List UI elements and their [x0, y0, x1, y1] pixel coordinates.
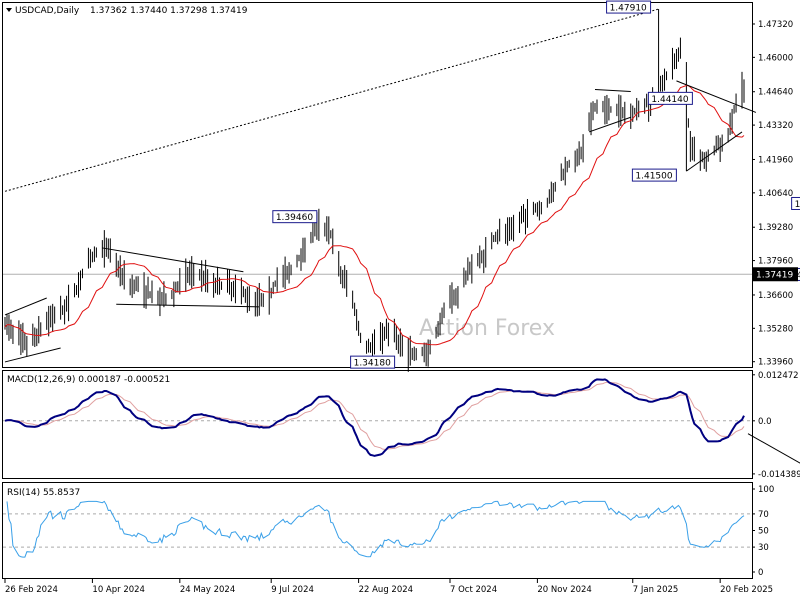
price-label: 1.40140 [795, 200, 800, 210]
price-axis-tick-label: 1.44640 [758, 88, 793, 98]
rsi-axis-tick-label: 30 [758, 543, 769, 553]
price-axis-tick-label: 1.39280 [758, 223, 793, 233]
price-bars [4, 9, 745, 372]
macd-axis-tick-label: 0.0 [758, 417, 772, 427]
trendline [676, 80, 757, 113]
price-label-box [631, 168, 677, 182]
price-axis-tick-label: 1.47320 [758, 20, 793, 30]
price-label: 1.39460 [276, 213, 313, 223]
macd-lines [4, 378, 800, 464]
current-price-value: 1.37419 [756, 270, 793, 280]
macd-main-line [4, 378, 745, 457]
price-axis-tick-label: 1.46000 [758, 53, 793, 63]
price-label: 1.47910 [610, 4, 647, 14]
macd-signal-line [4, 381, 745, 450]
x-axis: 26 Feb 2024 10 Apr 2024 24 May 2024 9 Jul 2… [4, 579, 773, 595]
watermark: Action Forex [419, 316, 555, 341]
rsi-axis-tick-label: 50 [758, 527, 769, 537]
price-label: 1.34180 [354, 359, 391, 369]
current-price-tag: 1.37419 [753, 267, 798, 282]
moving-average-line [4, 84, 745, 346]
price-axis-tick-label: 1.37960 [758, 257, 793, 267]
rsi-axis: 100 70 50 30 0 [752, 485, 774, 578]
x-tick-label: 7 Jan 2025 [633, 585, 679, 595]
price-axis-tick-label: 1.43320 [758, 121, 793, 131]
symbol-label: USDCAD,Daily [15, 6, 80, 16]
rsi-series-line [6, 500, 745, 558]
rsi-line [6, 500, 745, 558]
price-label-box [606, 0, 652, 14]
trendline [4, 297, 47, 316]
price-label-box [791, 196, 800, 210]
macd-panel [2, 370, 753, 479]
x-tick-label: 10 Apr 2024 [92, 585, 145, 595]
chart-header: USDCAD,Daily 1.37362 1.37440 1.37298 1.3… [6, 6, 248, 16]
triangle-down-icon [6, 8, 12, 12]
x-tick-label: 26 Feb 2024 [5, 585, 58, 595]
rsi-axis-tick-label: 0 [758, 568, 763, 578]
price-axis-tick-label: 1.36600 [758, 291, 793, 301]
rsi-axis-tick-label: 70 [758, 510, 769, 520]
x-tick-label: 7 Oct 2024 [450, 585, 497, 595]
dotted-trendline [4, 8, 659, 192]
price-panel [2, 2, 753, 368]
price-axis: 1.47320 1.46000 1.44640 1.43320 1.41960 1.406… [752, 20, 793, 368]
x-tick-label: 20 Nov 2024 [537, 585, 591, 595]
ohlc-values: 1.37362 1.37440 1.37298 1.37419 [90, 6, 248, 16]
rsi-title: RSI(14) 55.8537 [7, 488, 80, 498]
trendline [102, 247, 244, 273]
trendline [686, 131, 743, 172]
x-tick-label: 22 Aug 2024 [359, 585, 413, 595]
x-tick-label: 20 Feb 2025 [720, 585, 773, 595]
rsi-axis-tick-label: 100 [758, 485, 774, 495]
macd-trendline [747, 433, 800, 464]
macd-title: MACD(12,26,9) 0.000187 -0.000521 [7, 375, 170, 385]
price-axis-tick-label: 1.41960 [758, 155, 793, 165]
price-axis-tick-label: 1.33960 [758, 358, 793, 368]
rsi-panel [2, 482, 753, 579]
macd-axis-tick-label: -0.014389 [758, 470, 800, 480]
trendlines [4, 8, 757, 363]
price-axis-tick-label: 1.40640 [758, 189, 793, 199]
trendline [4, 347, 61, 363]
price-axis-tick-label: 1.35280 [758, 324, 793, 334]
x-tick-label: 9 Jul 2024 [271, 585, 314, 595]
macd-axis: 0.012472 0.0 -0.014389 [752, 371, 800, 480]
moving-average [4, 84, 745, 346]
price-label-box [272, 210, 318, 224]
trendline [116, 303, 260, 308]
trendline [594, 88, 631, 92]
price-label-box [350, 355, 396, 369]
price-label: 1.41500 [635, 172, 672, 182]
macd-axis-tick-label: 0.012472 [758, 371, 799, 381]
trendline [588, 116, 631, 133]
x-tick-label: 24 May 2024 [180, 585, 235, 595]
rsi-levels [3, 513, 752, 548]
price-label: 1.44140 [651, 95, 688, 105]
price-label-box [647, 91, 693, 105]
